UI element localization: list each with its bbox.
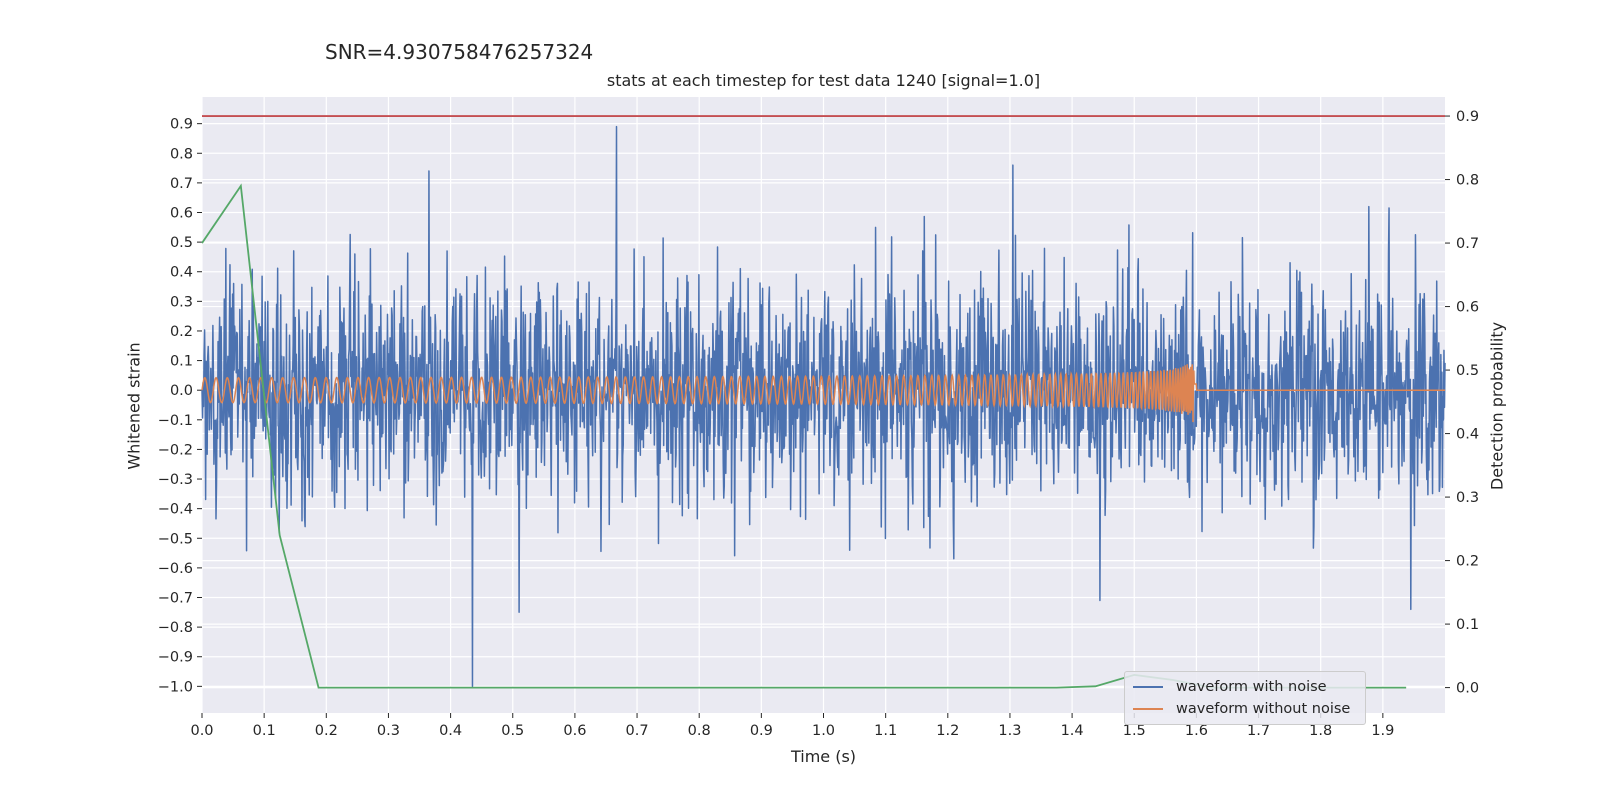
x-tick-label: 0.7 (626, 723, 649, 739)
x-tick-label: 0.8 (688, 723, 711, 739)
y-tick-label: 0.4 (170, 265, 193, 281)
y-tick-label: 0.0 (170, 383, 193, 399)
x-tick-label: 0.2 (315, 723, 338, 739)
x-tick-label: 0.9 (750, 723, 773, 739)
y2-tick-label: 0.3 (1456, 490, 1479, 506)
legend-entry-noisy: waveform with noise (1133, 677, 1327, 697)
snr-heading: SNR=4.930758476257324 (325, 40, 594, 64)
x-tick-label: 0.6 (563, 723, 586, 739)
legend-label-clean: waveform without noise (1176, 701, 1351, 717)
legend-entry-clean: waveform without noise (1133, 699, 1350, 719)
legend-swatch-clean (1133, 708, 1163, 710)
y-tick-label: 0.1 (170, 354, 193, 370)
x-axis-label: Time (s) (790, 747, 857, 766)
y2-tick-label: 0.8 (1456, 173, 1479, 189)
y-tick-label: 0.3 (170, 294, 193, 310)
x-tick-label: 0.1 (253, 723, 276, 739)
x-tick-label: 0.0 (190, 723, 213, 739)
y-axis-label: Whitened strain (124, 342, 144, 470)
y-tick-label: −1.0 (158, 679, 193, 695)
y2-tick-label: 0.2 (1456, 554, 1479, 570)
y2-tick-label: 0.5 (1456, 363, 1479, 379)
y2-tick-label: 0.1 (1456, 617, 1479, 633)
y-tick-label: −0.4 (158, 502, 193, 518)
y2-tick-label: 0.6 (1456, 300, 1479, 316)
chart-title: stats at each timestep for test data 124… (606, 71, 1041, 90)
y-tick-label: 0.7 (170, 176, 193, 192)
series-line-waveform-with-noise (201, 125, 1446, 688)
y-tick-label: −0.6 (158, 561, 193, 577)
x-tick-label: 0.4 (439, 723, 462, 739)
y-tick-label: −0.3 (158, 472, 193, 488)
x-tick-label: 0.5 (501, 723, 524, 739)
y-tick-label: 0.6 (170, 206, 193, 222)
y-tick-label: 0.9 (170, 117, 193, 133)
x-tick-label: 1.6 (1185, 723, 1208, 739)
y-tick-label: −0.2 (158, 442, 193, 458)
legend: waveform with noise waveform without noi… (1124, 671, 1366, 725)
legend-swatch-noisy (1133, 686, 1163, 688)
y-tick-label: −0.1 (158, 413, 193, 429)
x-tick-label: 1.8 (1309, 723, 1332, 739)
y-tick-label: −0.8 (158, 620, 193, 636)
x-tick-label: 1.9 (1371, 723, 1394, 739)
y2-tick-label: 0.7 (1456, 236, 1479, 252)
y-tick-label: 0.8 (170, 146, 193, 162)
y2-tick-label: 0.9 (1456, 109, 1479, 125)
x-tick-label: 1.0 (812, 723, 835, 739)
y2-axis-label: Detection probability (1487, 321, 1507, 491)
x-tick-label: 1.3 (998, 723, 1021, 739)
x-tick-label: 1.4 (1061, 723, 1084, 739)
x-tick-label: 1.5 (1123, 723, 1146, 739)
y-tick-label: −0.9 (158, 650, 193, 666)
y-tick-label: −0.5 (158, 531, 193, 547)
series-line-waveform-without-noise (201, 364, 1445, 423)
y-tick-label: −0.7 (158, 591, 193, 607)
x-tick-label: 1.2 (936, 723, 959, 739)
y-tick-label: 0.5 (170, 235, 193, 251)
x-tick-label: 1.7 (1247, 723, 1270, 739)
legend-label-noisy: waveform with noise (1176, 679, 1327, 695)
y-tick-label: 0.2 (170, 324, 193, 340)
y2-tick-label: 0.0 (1456, 681, 1479, 697)
x-tick-label: 1.1 (874, 723, 897, 739)
y2-tick-label: 0.4 (1456, 427, 1479, 443)
x-tick-label: 0.3 (377, 723, 400, 739)
